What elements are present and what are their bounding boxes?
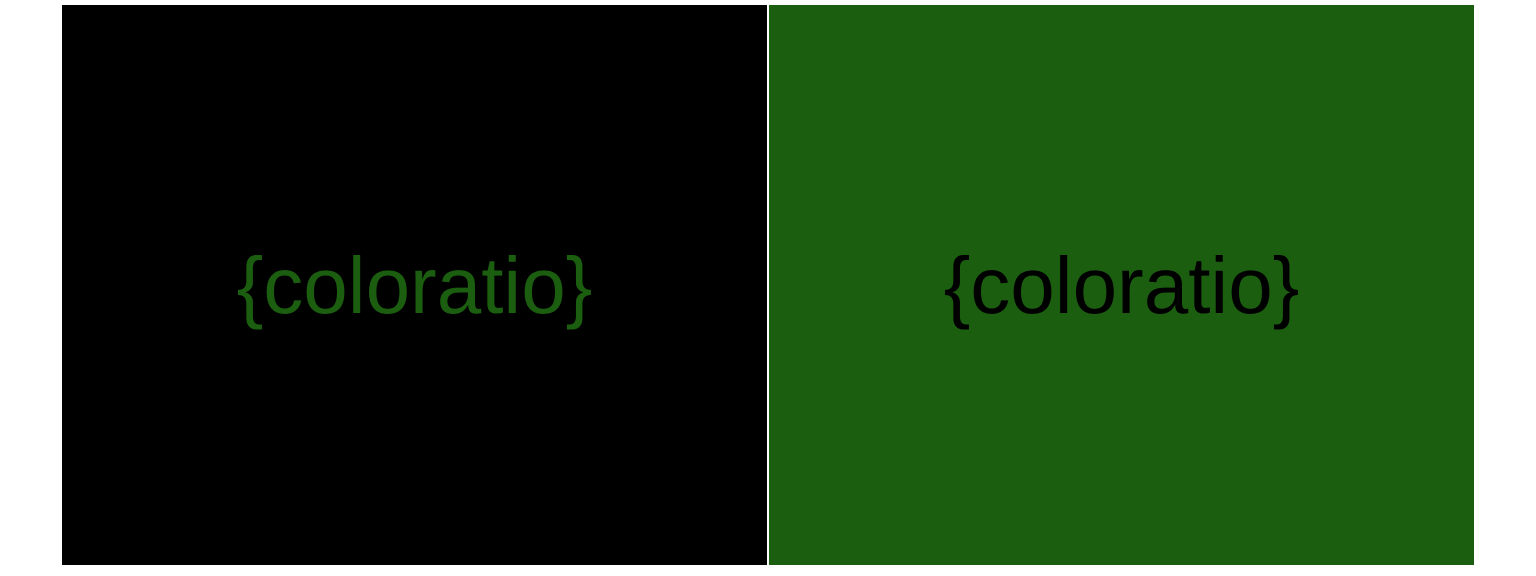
swatch-panel-left: {coloratio}: [62, 5, 767, 565]
swatch-label-left: {coloratio}: [236, 241, 593, 330]
swatch-label-right: {coloratio}: [943, 241, 1300, 330]
swatch-panel-right: {coloratio}: [769, 5, 1474, 565]
